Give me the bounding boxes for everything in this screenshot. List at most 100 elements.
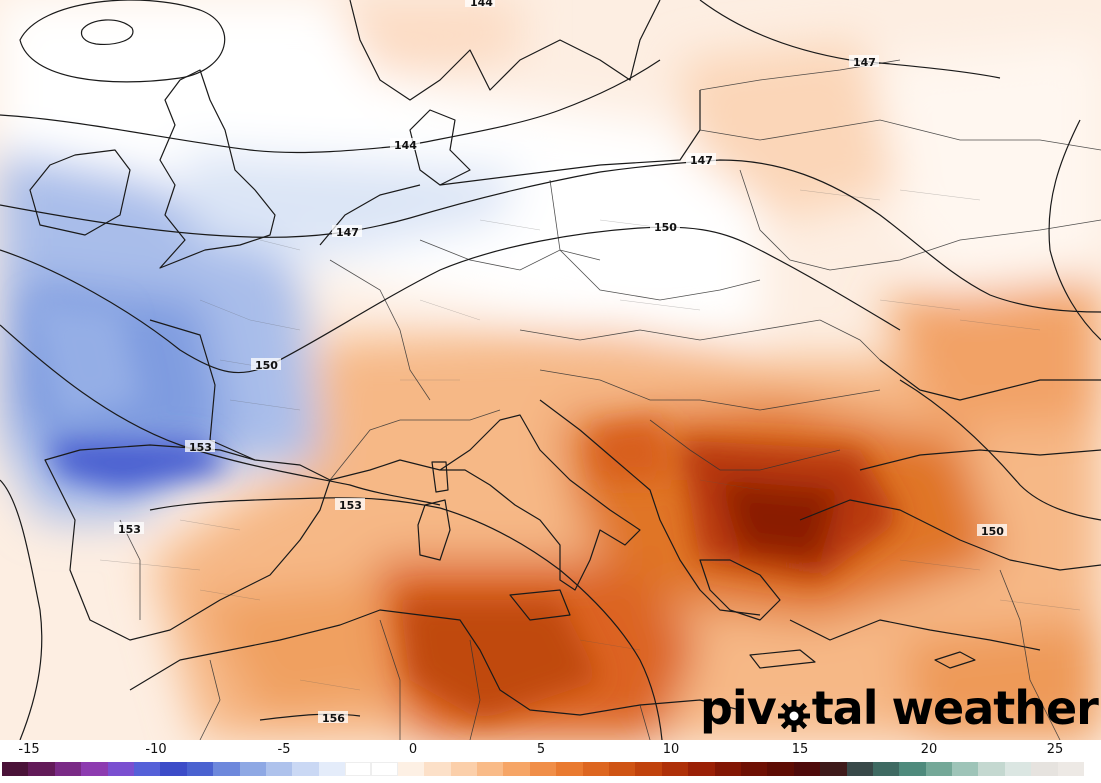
colorbar-swatch <box>133 762 161 776</box>
colorbar-swatch <box>1057 762 1085 776</box>
colorbar-swatch <box>899 762 926 776</box>
border <box>819 319 881 361</box>
colorbar-swatch <box>925 762 953 776</box>
border <box>639 704 651 740</box>
colorbar-swatch <box>582 762 609 776</box>
border <box>649 419 841 471</box>
contour-label-bg <box>686 153 716 165</box>
coastline-iberia <box>44 444 331 641</box>
colorbar-swatch <box>661 762 689 776</box>
contour-label-bg <box>332 225 362 237</box>
colorbar-tick: -5 <box>277 742 291 757</box>
contour-label-bg <box>650 220 680 232</box>
coastline-mediterranean-france <box>329 459 441 481</box>
coastline-sicily <box>509 589 571 621</box>
contour-label-bg <box>335 498 365 510</box>
colorbar-tick: 5 <box>536 742 546 757</box>
coastline-great-britain <box>159 69 276 269</box>
colorbar-swatch <box>635 762 662 776</box>
colorbar-swatch <box>793 762 821 776</box>
coastline-north-africa <box>129 609 741 716</box>
contour-label-bg <box>977 524 1007 536</box>
contour-line <box>149 497 663 740</box>
contour-label: 153 <box>339 499 362 512</box>
colorbar-swatch <box>872 762 900 776</box>
colorbar-swatch <box>767 762 794 776</box>
colorbar-swatch <box>160 762 187 776</box>
coastline-crete <box>749 649 816 669</box>
contour-line <box>1048 119 1101 341</box>
coastline-turkey-south <box>789 619 1041 651</box>
colorbar-swatch <box>318 762 346 776</box>
coastline-italy <box>439 414 641 591</box>
hot-area <box>200 580 400 720</box>
colorbar-swatch <box>292 762 319 776</box>
coastline-turkey <box>799 499 1101 571</box>
border <box>379 619 401 740</box>
colorbar-swatch <box>345 762 372 776</box>
coastline-baltic-south <box>439 90 701 186</box>
coastline-corsica <box>431 461 449 493</box>
colorbar-swatch <box>213 762 240 776</box>
border <box>329 409 501 481</box>
colorbar-swatch <box>1031 762 1058 776</box>
contour-label: 153 <box>189 441 212 454</box>
logo-text-after: tal <box>811 681 879 735</box>
border <box>999 569 1061 740</box>
colorbar-swatch <box>81 762 108 776</box>
cold-core <box>30 300 140 420</box>
hot-core <box>720 480 840 560</box>
contour-line <box>0 479 43 740</box>
contour-label: 144 <box>394 139 417 152</box>
coastline-cyprus <box>934 651 976 669</box>
colorbar-swatch <box>28 762 55 776</box>
contour-line <box>0 324 441 506</box>
contour-label: 150 <box>255 359 278 372</box>
colorbar-swatch <box>1004 762 1032 776</box>
contour-label-bg <box>390 138 420 150</box>
contour-label-bg <box>318 711 348 723</box>
colorbar-swatch <box>846 762 873 776</box>
colorbar-swatch <box>714 762 741 776</box>
colorbar-swatch <box>450 762 478 776</box>
colorbar-swatch <box>952 762 979 776</box>
border <box>699 119 1101 151</box>
neutral-area <box>880 40 1101 300</box>
colorbar-tick: -15 <box>18 742 40 757</box>
logo-text-before: piv <box>700 681 777 735</box>
colorbar-swatch <box>608 762 636 776</box>
coastline-black-sea <box>879 359 1101 401</box>
coastline-scandinavia <box>349 0 661 101</box>
colorbar-tick: 15 <box>791 742 809 757</box>
warm-area <box>330 0 520 80</box>
contour-label: 147 <box>336 226 359 239</box>
coastline-ireland <box>29 149 131 236</box>
contour-label-bg <box>114 522 144 534</box>
map-panel: 144 147 144 147 147 150 150 153 153 153 <box>0 0 1101 740</box>
cold-core <box>50 440 230 490</box>
colorbar-tick: 10 <box>662 742 680 757</box>
hot-core <box>400 600 600 720</box>
contour-label: 147 <box>690 154 713 167</box>
colorbar-swatch <box>978 762 1005 776</box>
border <box>539 369 881 411</box>
coastline-greece <box>699 559 781 621</box>
colorbar-swatch <box>186 762 214 776</box>
pivotal-weather-logo[interactable]: piv tal weather <box>700 680 1099 736</box>
coastline-adriatic-east <box>539 399 761 616</box>
colorbar-tick: -10 <box>145 742 167 757</box>
colorbar-swatch <box>503 762 530 776</box>
intense-anomaly-field <box>30 300 900 720</box>
logo-text-second: weather <box>891 681 1099 735</box>
contour-line <box>259 713 361 721</box>
coastlines <box>29 0 1101 716</box>
contour-line <box>0 159 1101 313</box>
temperature-anomaly-map: 144 147 144 147 147 150 150 153 153 153 <box>0 0 1101 740</box>
contour-line <box>19 0 226 83</box>
colorbar-swatch <box>265 762 293 776</box>
colorbar-swatch <box>740 762 768 776</box>
coastline-sardinia <box>417 499 451 561</box>
colorbar-swatch <box>424 762 451 776</box>
colorbar-swatch <box>54 762 82 776</box>
colorbar-swatch <box>688 762 715 776</box>
